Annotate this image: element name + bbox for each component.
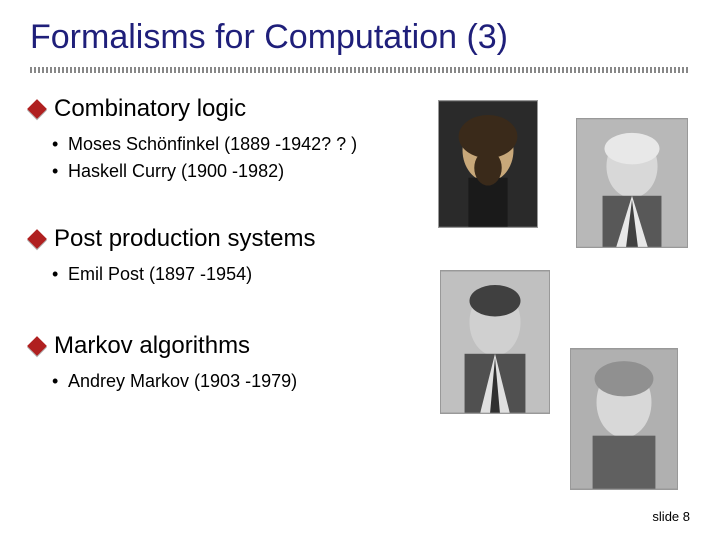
portrait-markov (570, 348, 678, 490)
diamond-bullet-icon (27, 99, 47, 119)
slide-footer: slide 8 (652, 509, 690, 524)
diamond-bullet-icon (27, 336, 47, 356)
section-heading: Combinatory logic (54, 95, 246, 123)
list-item: Emil Post (1897 -1954) (68, 261, 690, 288)
section-heading: Markov algorithms (54, 332, 250, 360)
portrait-schonfinkel (438, 100, 538, 228)
title-divider (30, 67, 690, 73)
diamond-bullet-icon (27, 229, 47, 249)
portrait-post (440, 270, 550, 414)
portrait-curry (576, 118, 688, 248)
section-heading: Post production systems (54, 225, 315, 253)
slide-title: Formalisms for Computation (3) (30, 18, 690, 57)
